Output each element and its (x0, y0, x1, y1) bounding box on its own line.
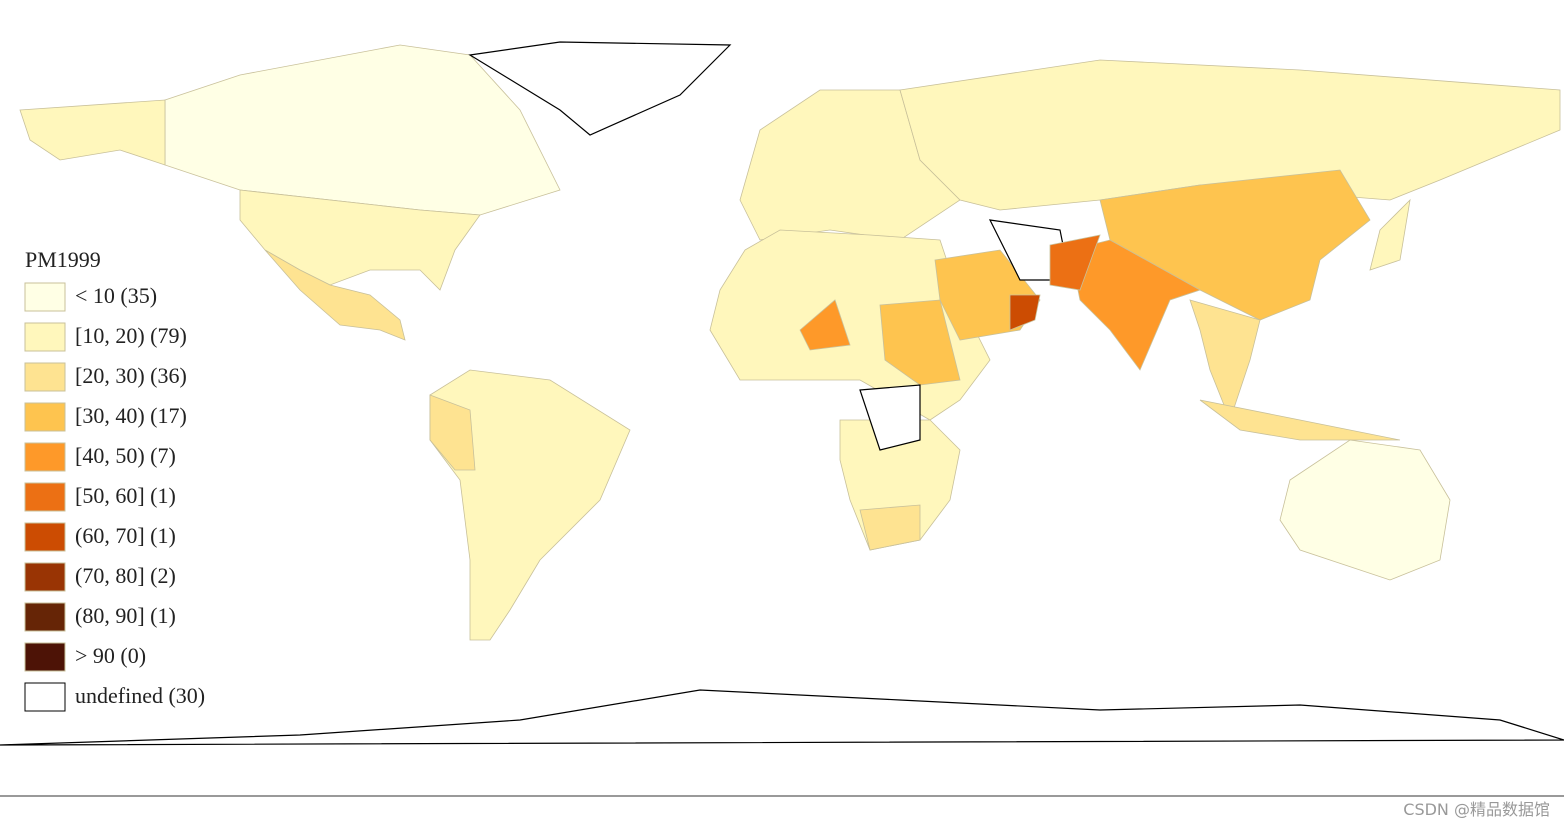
legend-label: [10, 20) (79) (75, 323, 187, 348)
world-map (0, 41, 1564, 746)
country-region (429, 369, 631, 641)
watermark: CSDN @精品数据馆 (1403, 800, 1550, 819)
legend-label: (70, 80] (2) (75, 563, 176, 588)
legend-label: [50, 60] (1) (75, 483, 176, 508)
legend-label: > 90 (0) (75, 643, 146, 668)
country-region (264, 249, 406, 341)
legend-label: [30, 40) (17) (75, 403, 187, 428)
legend-label: undefined (30) (75, 683, 205, 708)
legend-swatch (24, 362, 66, 392)
legend-title: PM1999 (25, 247, 101, 272)
country-region (468, 41, 732, 136)
legend-swatch (24, 402, 66, 432)
country-region (1279, 439, 1451, 581)
country-region (1069, 239, 1201, 371)
country-region (1049, 234, 1101, 291)
country-region (239, 189, 481, 291)
country-region (879, 299, 961, 386)
legend-swatch (24, 482, 66, 512)
legend-swatch (24, 682, 66, 712)
legend-swatch (24, 522, 66, 552)
legend-label: (60, 70] (1) (75, 523, 176, 548)
legend-swatch (24, 322, 66, 352)
country-region (899, 59, 1561, 211)
legend-swatch (24, 442, 66, 472)
legend-swatch (24, 562, 66, 592)
legend-swatch (24, 602, 66, 632)
country-region (859, 384, 921, 451)
legend-label: < 10 (35) (75, 283, 157, 308)
country-region (1009, 294, 1041, 331)
country-region (1369, 198, 1411, 271)
legend-label: (80, 90] (1) (75, 603, 176, 628)
legend-swatch (24, 642, 66, 672)
country-region (429, 394, 476, 471)
country-region (19, 99, 166, 166)
country-region (164, 44, 561, 216)
country-region (799, 299, 851, 351)
country-region (859, 504, 921, 551)
legend-label: [20, 30) (36) (75, 363, 187, 388)
legend-swatch (24, 282, 66, 312)
country-region (0, 689, 1564, 746)
legend-label: [40, 50) (7) (75, 443, 176, 468)
legend: PM1999 < 10 (35) [10, 20) (79) [20, 30) (3… (24, 247, 205, 712)
